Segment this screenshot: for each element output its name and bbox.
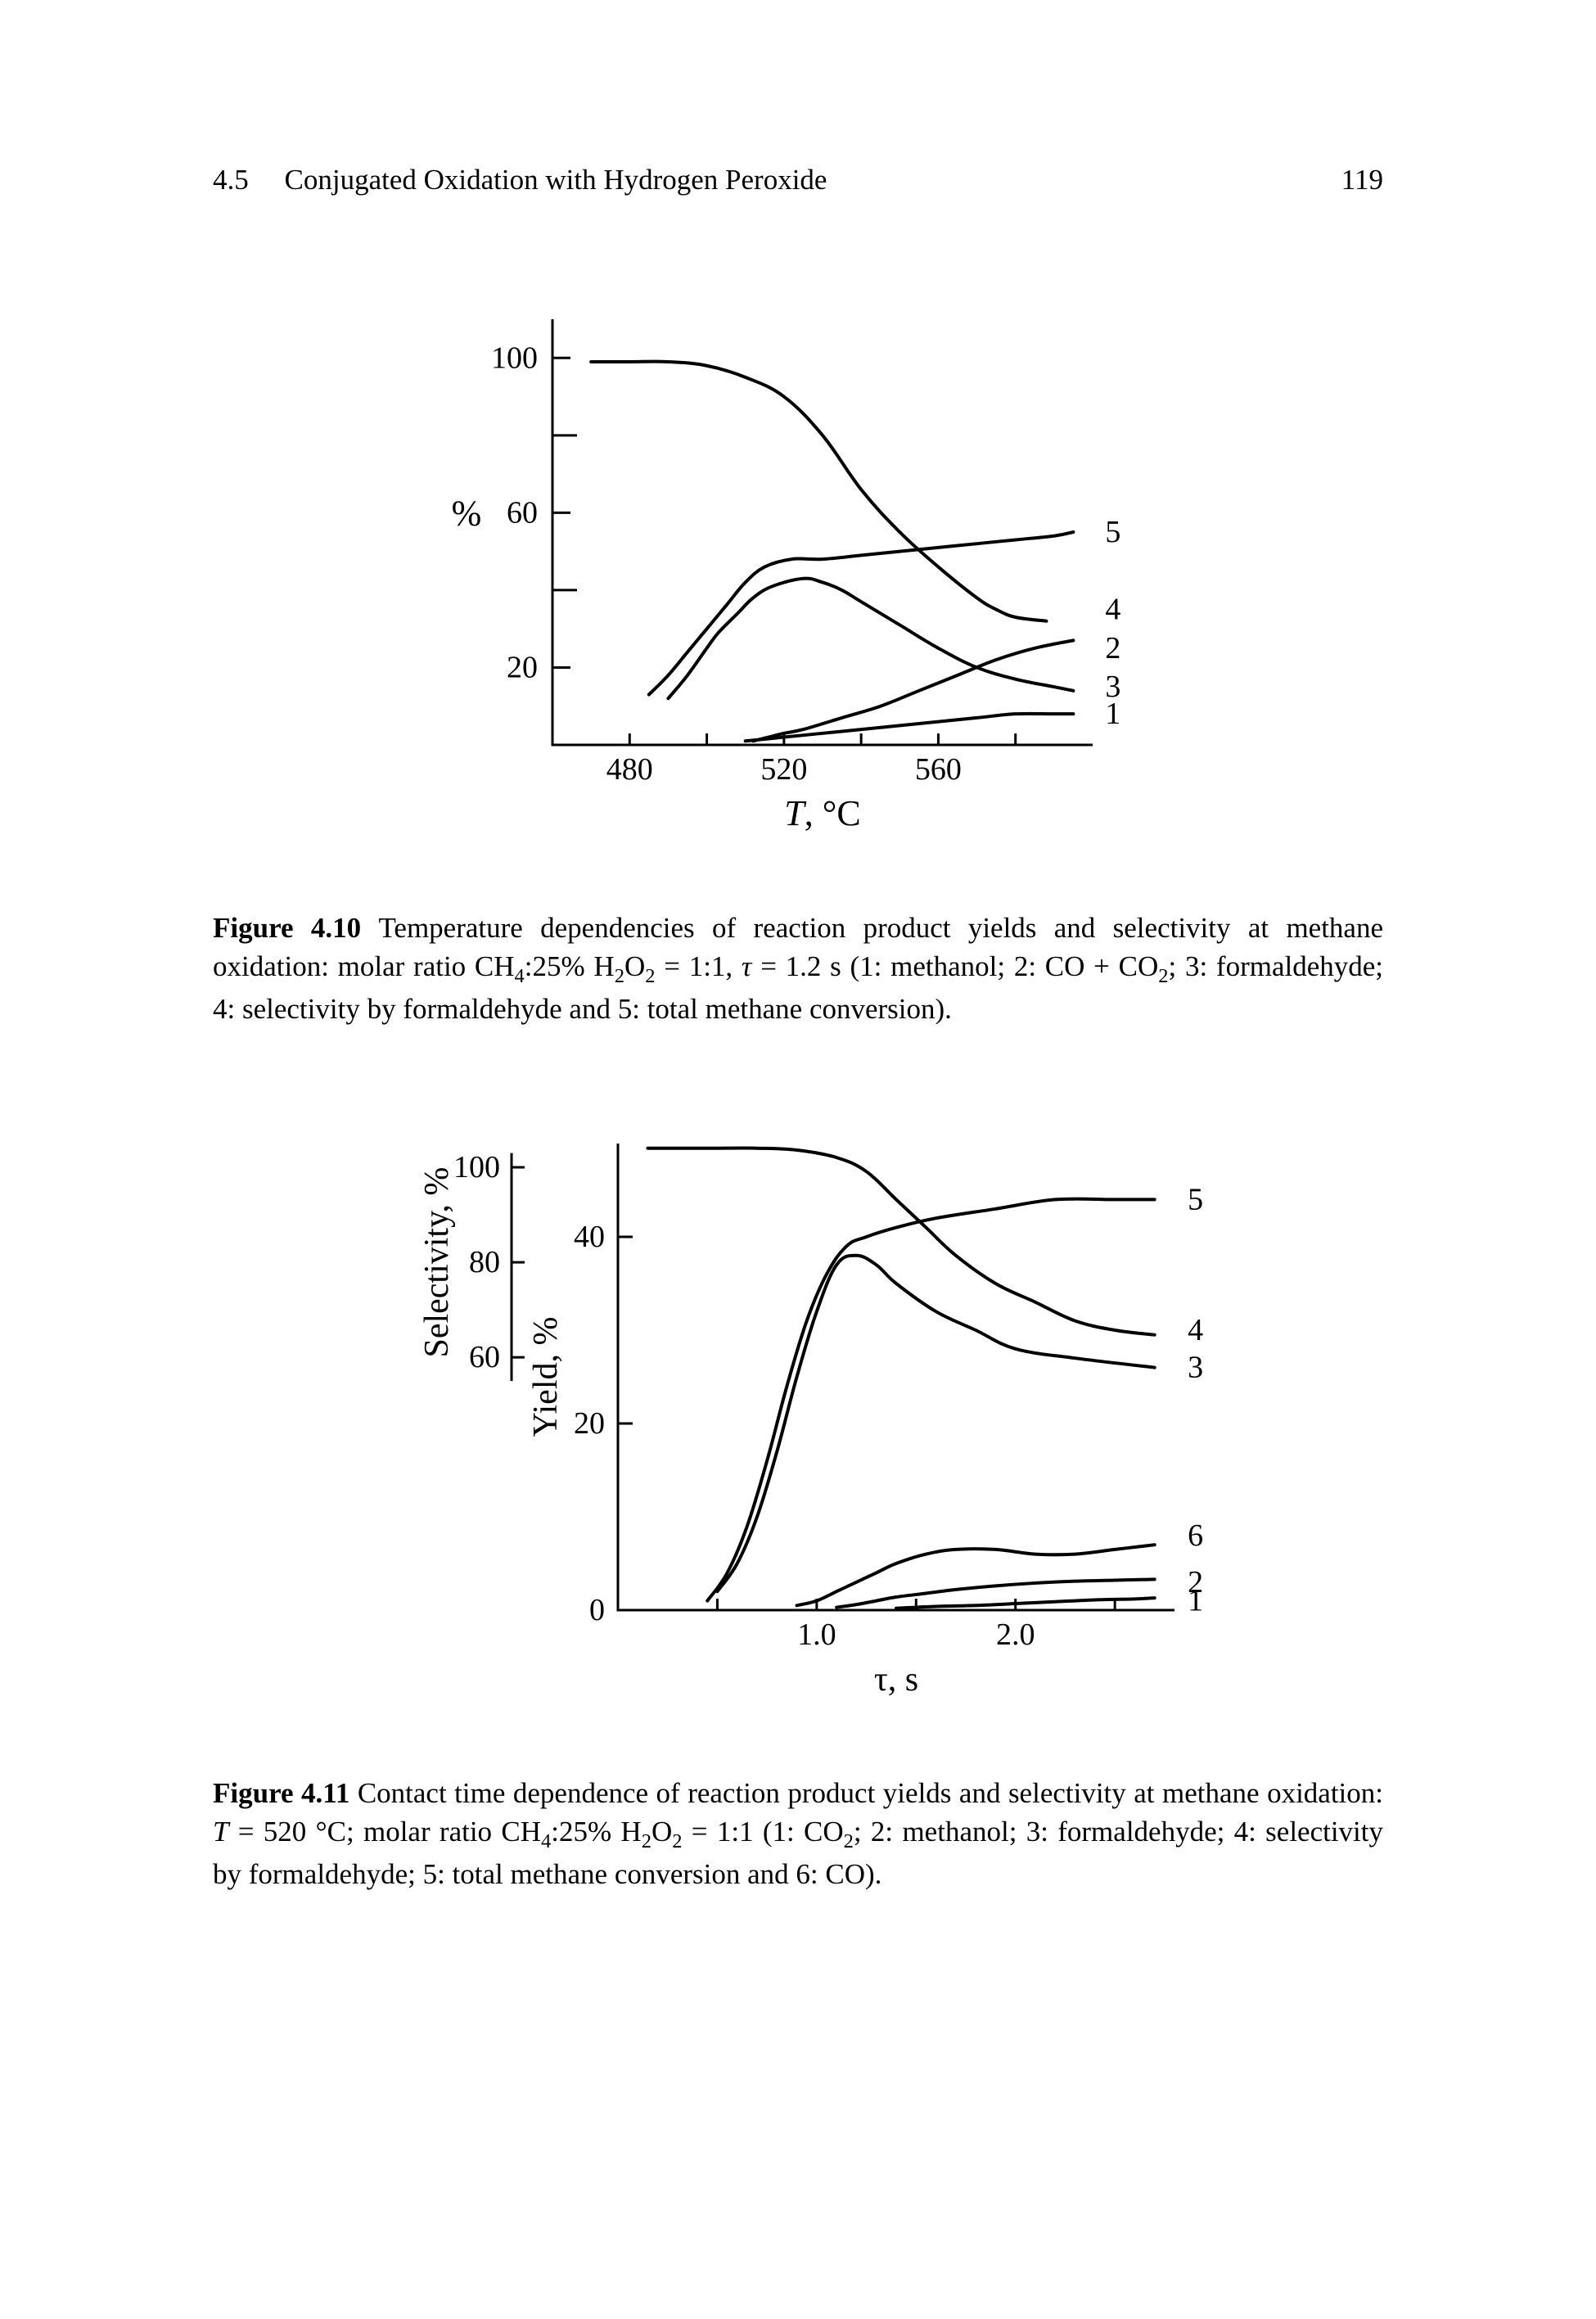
svg-text:4: 4 bbox=[1105, 593, 1120, 627]
svg-text:560: 560 bbox=[915, 752, 962, 787]
figure-4-11-caption: Figure 4.11 Contact time dependence of r… bbox=[213, 1774, 1383, 1894]
svg-text:80: 80 bbox=[469, 1245, 500, 1279]
chart-4-11: 0 20 40 60 80 100 1.0 2.0 Yield, % Selectivity, %… bbox=[348, 1103, 1248, 1725]
svg-text:60: 60 bbox=[507, 495, 538, 530]
chart-4-10: 2060100480520560%T, °C54231 bbox=[389, 270, 1207, 859]
section-title: Conjugated Oxidation with Hydrogen Perox… bbox=[285, 164, 827, 196]
svg-text:1: 1 bbox=[1188, 1583, 1203, 1617]
svg-text:3: 3 bbox=[1188, 1350, 1203, 1384]
caption-text: Contact time dependence of reaction prod… bbox=[213, 1777, 1383, 1890]
svg-text:2.0: 2.0 bbox=[996, 1617, 1035, 1652]
figure-4-11: 0 20 40 60 80 100 1.0 2.0 Yield, % Selectivity, %… bbox=[213, 1103, 1383, 1725]
svg-text:1: 1 bbox=[1105, 697, 1120, 731]
svg-text:6: 6 bbox=[1188, 1518, 1203, 1552]
caption-label: Figure 4.10 bbox=[213, 912, 361, 944]
caption-label: Figure 4.11 bbox=[213, 1777, 349, 1809]
svg-text:100: 100 bbox=[491, 341, 538, 375]
figure-4-10-caption: Figure 4.10 Temperature dependencies of … bbox=[213, 909, 1383, 1029]
svg-text:Selectivity, %: Selectivity, % bbox=[418, 1166, 456, 1357]
svg-text:1.0: 1.0 bbox=[797, 1617, 836, 1652]
svg-text:20: 20 bbox=[507, 650, 538, 684]
caption-text: Temperature dependencies of reaction pro… bbox=[213, 912, 1383, 1025]
svg-text:%: % bbox=[452, 493, 482, 533]
svg-text:60: 60 bbox=[469, 1340, 500, 1374]
svg-text:5: 5 bbox=[1105, 515, 1120, 549]
header-left: 4.5 Conjugated Oxidation with Hydrogen P… bbox=[213, 164, 827, 196]
svg-text:480: 480 bbox=[606, 752, 653, 787]
svg-text:Yield, %: Yield, % bbox=[527, 1316, 565, 1437]
svg-text:T, °C: T, °C bbox=[784, 793, 860, 833]
svg-text:100: 100 bbox=[453, 1150, 500, 1184]
page-header: 4.5 Conjugated Oxidation with Hydrogen P… bbox=[213, 164, 1383, 196]
page: 4.5 Conjugated Oxidation with Hydrogen P… bbox=[0, 0, 1596, 2319]
svg-text:40: 40 bbox=[574, 1220, 605, 1254]
svg-text:2: 2 bbox=[1105, 631, 1120, 665]
svg-text:4: 4 bbox=[1188, 1313, 1203, 1347]
svg-text:5: 5 bbox=[1188, 1182, 1203, 1216]
figure-4-10: 2060100480520560%T, °C54231 bbox=[213, 270, 1383, 859]
page-number: 119 bbox=[1341, 164, 1383, 196]
svg-text:520: 520 bbox=[760, 752, 807, 787]
svg-text:20: 20 bbox=[574, 1406, 605, 1441]
section-number: 4.5 bbox=[213, 164, 249, 196]
svg-text:τ, s: τ, s bbox=[874, 1661, 918, 1699]
svg-text:0: 0 bbox=[589, 1593, 605, 1627]
